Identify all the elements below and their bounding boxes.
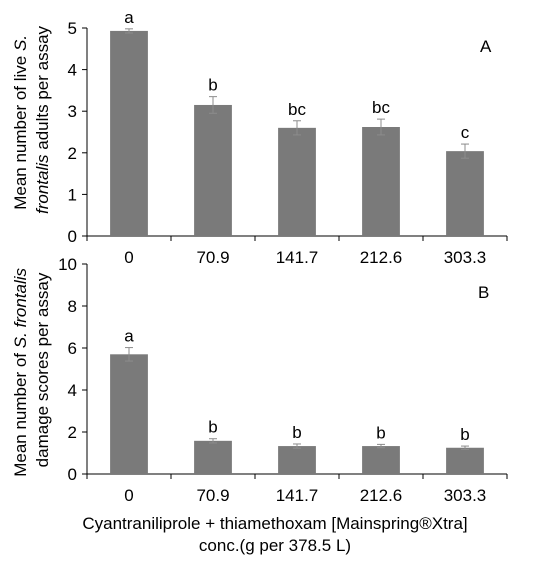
panel-b-bar bbox=[110, 354, 148, 474]
panel-b-x-tick-label: 303.3 bbox=[444, 486, 487, 505]
panel-a-significance-letter: c bbox=[461, 123, 470, 142]
panel-a-y-tick-label: 0 bbox=[68, 227, 77, 246]
panel-a-bar bbox=[278, 127, 316, 236]
panel-b-significance-letter: b bbox=[376, 423, 385, 442]
panel-b-significance-letter: b bbox=[460, 425, 469, 444]
panel-b-x-tick-label: 141.7 bbox=[276, 486, 319, 505]
panel-b-y-tick-label: 0 bbox=[68, 465, 77, 484]
panel-b-significance-letter: a bbox=[124, 327, 134, 346]
panel-a-bar bbox=[110, 30, 148, 236]
panel-b-y-tick-label: 6 bbox=[68, 339, 77, 358]
panel-b-y-tick-label: 4 bbox=[68, 381, 77, 400]
panel-b-bar bbox=[446, 447, 484, 474]
panel-b-bar bbox=[362, 446, 400, 474]
panel-b-y-tick-label: 8 bbox=[68, 297, 77, 316]
panel-b-x-tick-label: 0 bbox=[124, 486, 133, 505]
panel-b-bar bbox=[194, 440, 232, 474]
panel-a-y-axis-title-line-1: Mean number of live S. bbox=[11, 35, 30, 210]
panel-a-y-tick-label: 1 bbox=[68, 185, 77, 204]
panel-b-bar bbox=[278, 446, 316, 474]
panel-a-significance-letter: bc bbox=[372, 98, 390, 117]
panel-a-x-tick-label: 303.3 bbox=[444, 248, 487, 267]
panel-b-y-axis-title: Mean number of S. frontalis damage score… bbox=[11, 263, 52, 477]
x-axis-title-line-2: conc.(g per 378.5 L) bbox=[198, 536, 352, 555]
panel-a-y-tick-label: 4 bbox=[68, 61, 77, 80]
panel-b-y-axis-title-line-2: damage scores per assay bbox=[33, 272, 52, 467]
panel-b-x-tick-label: 212.6 bbox=[360, 486, 403, 505]
panel-a-x-tick-label: 141.7 bbox=[276, 248, 319, 267]
x-axis-title-line-1: Cyantraniliprole + thiamethoxam [Mainspr… bbox=[82, 514, 468, 533]
panel-a-chart: A Mean number of live S. frontalis adult… bbox=[11, 8, 508, 267]
panel-a-bar bbox=[446, 151, 484, 236]
panel-a-x-tick-label: 212.6 bbox=[360, 248, 403, 267]
panel-b-significance-letter: b bbox=[208, 418, 217, 437]
panel-b-chart: B Mean number of S. frontalis damage sco… bbox=[11, 255, 508, 505]
panel-b-y-axis-title-line-1: Mean number of S. frontalis bbox=[11, 267, 30, 476]
panel-a-label: A bbox=[480, 37, 492, 56]
panel-a-significance-letter: bc bbox=[288, 100, 306, 119]
panel-a-y-tick-label: 5 bbox=[68, 19, 77, 38]
panel-a-significance-letter: b bbox=[208, 76, 217, 95]
panel-a-y-axis-title-line-2: frontalis adults per assay bbox=[33, 25, 52, 214]
panel-a-y-tick-label: 2 bbox=[68, 144, 77, 163]
panel-a-x-tick-label: 70.9 bbox=[196, 248, 229, 267]
panel-a-y-axis-title: Mean number of live S. frontalis adults … bbox=[11, 25, 52, 214]
panel-a-x-tick-label: 0 bbox=[124, 248, 133, 267]
panel-a-bar bbox=[194, 104, 232, 237]
panel-b-significance-letter: b bbox=[292, 423, 301, 442]
panel-a-bar bbox=[362, 127, 400, 236]
panel-a-significance-letter: a bbox=[124, 8, 134, 27]
panel-b-label: B bbox=[478, 283, 489, 302]
panel-b-y-tick-label: 10 bbox=[58, 255, 77, 274]
panel-a-y-tick-label: 3 bbox=[68, 102, 77, 121]
panel-b-y-tick-label: 2 bbox=[68, 423, 77, 442]
panel-b-x-tick-label: 70.9 bbox=[196, 486, 229, 505]
